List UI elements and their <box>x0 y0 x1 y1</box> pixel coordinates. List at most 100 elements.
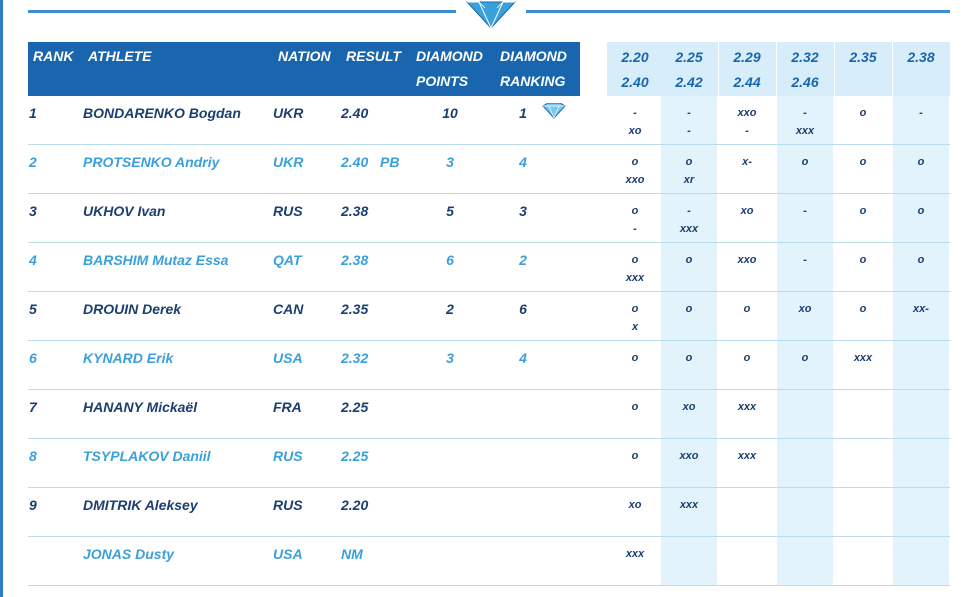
athlete-result: 2.40 <box>341 105 369 121</box>
attempt-mark: xo <box>682 401 696 413</box>
attempt-mark: o <box>917 156 925 168</box>
attempt-mark: o <box>685 156 693 168</box>
attempt-mark: xxx <box>737 450 757 462</box>
frame-border <box>0 0 3 597</box>
height-label: 2.32 <box>791 49 819 65</box>
attempt-mark: xr <box>683 174 695 186</box>
athlete-result: 2.38 <box>341 203 369 219</box>
athlete-rank: 5 <box>29 301 37 317</box>
athlete-rank: 6 <box>29 350 37 366</box>
attempt-mark: xxo <box>737 254 757 266</box>
athlete-rank: 2 <box>29 154 37 170</box>
attempt-mark: - <box>633 107 637 119</box>
diamond-points: 3 <box>446 350 454 366</box>
column-stripe <box>661 96 717 586</box>
diamond-points: 10 <box>442 105 458 121</box>
row-divider <box>28 585 950 586</box>
attempt-mark: - <box>633 223 637 235</box>
diamond-ranking: 2 <box>519 252 527 268</box>
attempt-mark: o <box>631 303 639 315</box>
row-divider <box>28 340 950 341</box>
attempt-mark: o <box>801 156 809 168</box>
athlete-result: 2.35 <box>341 301 369 317</box>
athlete-name: PROTSENKO Andriy <box>83 154 220 170</box>
athlete-result: 2.25 <box>341 399 369 415</box>
attempt-mark: xo <box>628 125 642 137</box>
attempt-mark: xxx <box>737 401 757 413</box>
attempt-mark: - <box>803 254 807 266</box>
athlete-name: DMITRIK Aleksey <box>83 497 198 513</box>
attempt-mark: xxx <box>679 223 699 235</box>
athlete-name: HANANY Mickaël <box>83 399 198 415</box>
athlete-result: NM <box>341 546 363 562</box>
attempt-mark: - <box>803 205 807 217</box>
header-diamond-ranking-1: DIAMOND <box>500 48 567 64</box>
attempt-mark: - <box>687 205 691 217</box>
athlete-name: JONAS Dusty <box>83 546 175 562</box>
athlete-result: 2.40 <box>341 154 369 170</box>
attempt-mark: xxx <box>795 125 815 137</box>
athlete-name: BARSHIM Mutaz Essa <box>83 252 229 268</box>
athlete-rank: 8 <box>29 448 37 464</box>
athlete-nation: RUS <box>273 448 303 464</box>
diamond-ranking: 4 <box>519 154 527 170</box>
row-divider <box>28 144 950 145</box>
height-label: 2.29 <box>733 49 761 65</box>
attempt-mark: xxx <box>625 272 645 284</box>
height-header-bg <box>719 42 776 96</box>
athlete-nation: CAN <box>273 301 304 317</box>
header-athlete: ATHLETE <box>88 48 152 64</box>
height-header-bg <box>835 42 892 96</box>
height-label: 2.38 <box>907 49 935 65</box>
row-divider <box>28 536 950 537</box>
attempt-mark: x <box>631 321 639 333</box>
diamond-ranking: 4 <box>519 350 527 366</box>
athlete-name: DROUIN Derek <box>83 301 182 317</box>
attempt-mark: xo <box>798 303 812 315</box>
athlete-nation: USA <box>273 546 303 562</box>
diamond-ranking: 6 <box>519 301 527 317</box>
column-stripe <box>777 96 833 586</box>
diamond-icon <box>542 103 566 119</box>
attempt-mark: - <box>745 125 749 137</box>
height-label: 2.42 <box>675 74 703 90</box>
table-header <box>28 42 580 96</box>
attempt-mark: - <box>803 107 807 119</box>
attempt-mark: o <box>859 254 867 266</box>
attempt-mark: o <box>631 450 639 462</box>
attempt-mark: o <box>631 401 639 413</box>
athlete-rank: 4 <box>29 252 37 268</box>
height-header-bg <box>661 42 718 96</box>
row-divider <box>28 193 950 194</box>
row-divider <box>28 389 950 390</box>
attempt-mark: - <box>687 125 691 137</box>
attempt-mark: x- <box>742 156 752 168</box>
attempt-mark: xxx <box>679 499 699 511</box>
athlete-rank: 7 <box>29 399 37 415</box>
height-label: 2.44 <box>733 74 761 90</box>
column-stripe <box>893 96 949 586</box>
athlete-rank: 9 <box>29 497 37 513</box>
athlete-nation: UKR <box>273 105 304 121</box>
attempt-mark: o <box>917 254 925 266</box>
athlete-nation: QAT <box>273 252 302 268</box>
attempt-mark: - <box>687 107 691 119</box>
diamond-points: 2 <box>446 301 454 317</box>
height-header-bg <box>607 42 664 96</box>
attempt-mark: o <box>631 254 639 266</box>
attempt-mark: - <box>919 107 923 119</box>
athlete-name: TSYPLAKOV Daniil <box>83 448 211 464</box>
height-label: 2.20 <box>621 49 649 65</box>
attempt-mark: o <box>859 156 867 168</box>
attempt-mark: o <box>631 205 639 217</box>
athlete-result: 2.25 <box>341 448 369 464</box>
row-divider <box>28 438 950 439</box>
row-divider <box>28 487 950 488</box>
attempt-mark: xo <box>740 205 754 217</box>
athlete-name: BONDARENKO Bogdan <box>83 105 241 121</box>
attempt-mark: o <box>631 352 639 364</box>
diamond-points: 6 <box>446 252 454 268</box>
attempt-mark: xxo <box>679 450 699 462</box>
height-header-bg <box>893 42 950 96</box>
diamond-points: 5 <box>446 203 454 219</box>
